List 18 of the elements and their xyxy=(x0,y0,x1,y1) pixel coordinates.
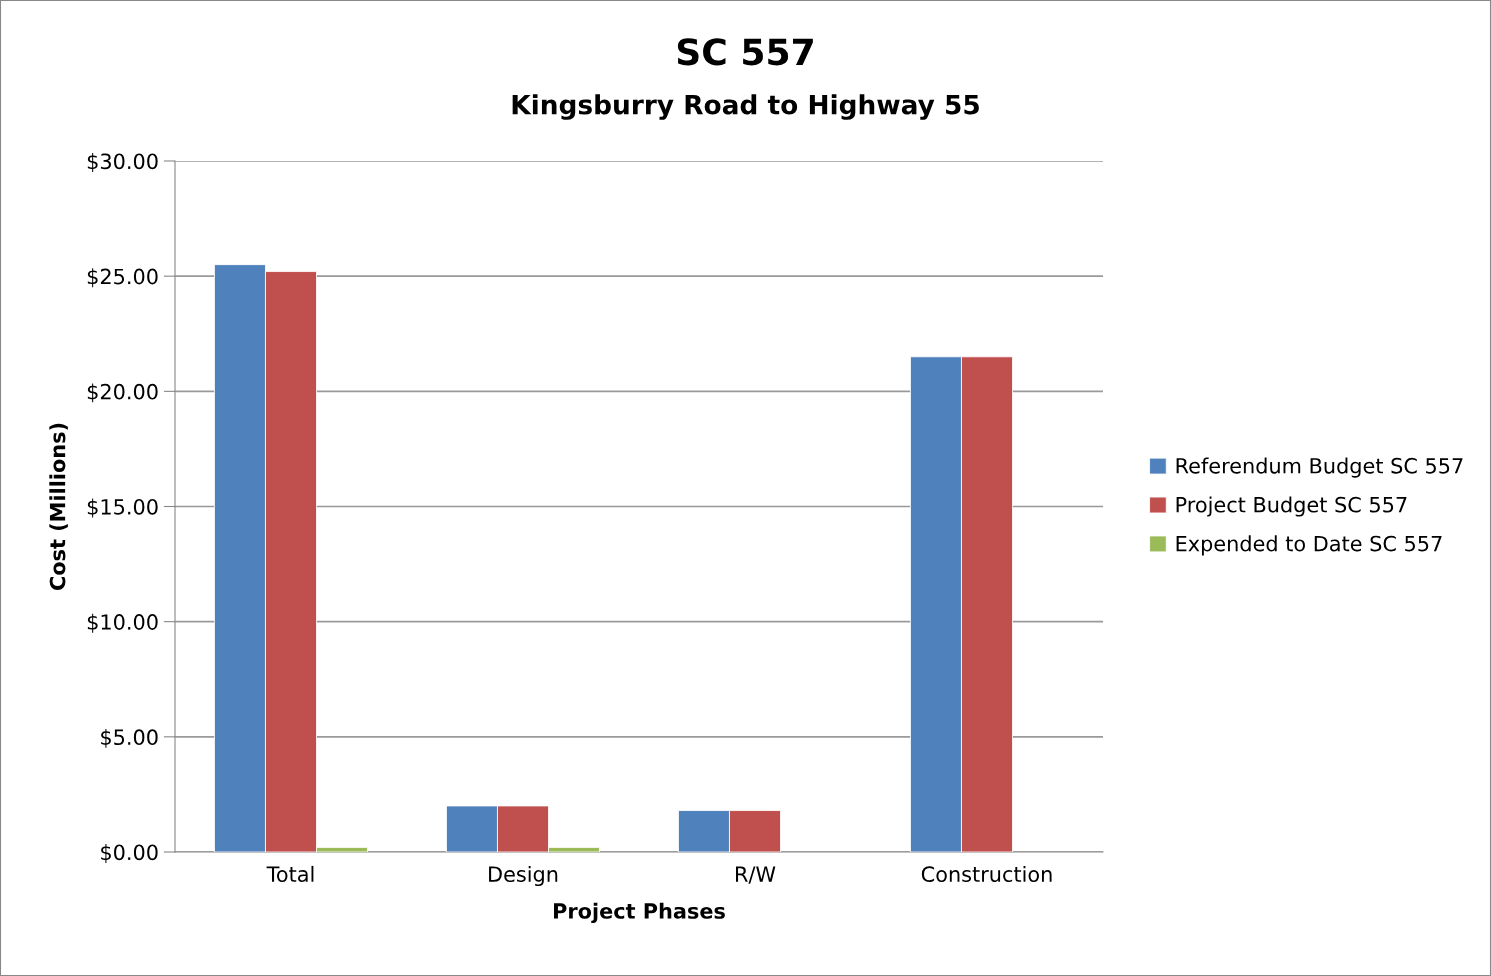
y-tick-label: $10.00 xyxy=(87,613,158,633)
y-tick-label: $30.00 xyxy=(87,153,158,172)
x-axis-title: Project Phases xyxy=(554,902,725,924)
chart-subtitle: Kingsburry Road to Highway 55 xyxy=(512,94,979,120)
x-tick-label: R/W xyxy=(736,866,776,884)
x-tick-label: Total xyxy=(266,865,314,883)
y-axis-title: Cost (Millions) xyxy=(49,423,68,591)
y-tick-label: $0.00 xyxy=(101,844,158,863)
y-tick-label: $20.00 xyxy=(87,383,158,403)
legend-label: Referendum Budget SC 557 xyxy=(1176,457,1463,478)
y-tick-label: $5.00 xyxy=(101,728,158,748)
x-tick-label: Design xyxy=(489,865,558,887)
y-tick-label: $15.00 xyxy=(87,498,158,518)
legend-label: Project Budget SC 557 xyxy=(1176,496,1407,517)
y-tick-label: $25.00 xyxy=(87,268,158,288)
chart-title: SC 557 xyxy=(677,38,813,66)
x-tick-label: Construction xyxy=(921,865,1052,883)
legend-label: Expended to Date SC 557 xyxy=(1176,535,1442,556)
